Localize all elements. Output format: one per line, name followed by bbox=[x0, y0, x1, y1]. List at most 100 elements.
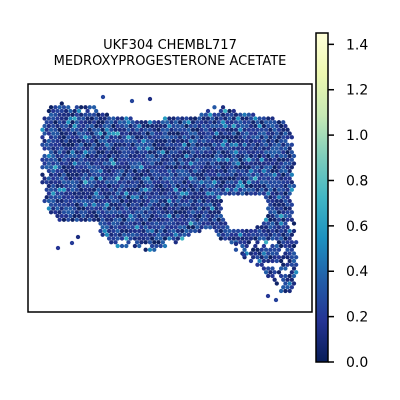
spot bbox=[76, 198, 82, 204]
spot bbox=[132, 183, 138, 189]
spot bbox=[70, 127, 75, 132]
spot bbox=[91, 172, 97, 177]
spot bbox=[270, 138, 275, 144]
spot bbox=[139, 127, 144, 132]
spot bbox=[274, 153, 279, 159]
spot bbox=[59, 131, 64, 136]
spot bbox=[59, 101, 64, 106]
colorbar-tick-label: 0.4 bbox=[346, 264, 368, 280]
spot bbox=[273, 297, 279, 303]
spot bbox=[283, 131, 288, 136]
spot bbox=[117, 142, 122, 147]
spot bbox=[192, 213, 198, 219]
spot bbox=[199, 127, 204, 132]
spot bbox=[182, 232, 187, 237]
spot bbox=[96, 187, 101, 192]
spot bbox=[201, 161, 206, 166]
spot bbox=[98, 138, 103, 144]
spot bbox=[119, 206, 125, 211]
spot bbox=[233, 112, 239, 117]
spot bbox=[278, 176, 284, 181]
spot bbox=[276, 247, 282, 252]
spot bbox=[87, 127, 92, 132]
spot bbox=[139, 142, 144, 147]
spot bbox=[195, 217, 200, 222]
spot bbox=[188, 131, 193, 136]
spot bbox=[160, 240, 166, 245]
spot bbox=[83, 210, 88, 215]
spot bbox=[137, 236, 142, 241]
spot bbox=[147, 225, 153, 230]
spot bbox=[190, 150, 196, 155]
spot bbox=[85, 206, 90, 211]
spot bbox=[72, 176, 77, 181]
spot bbox=[199, 195, 204, 200]
spot bbox=[289, 240, 294, 245]
spot bbox=[79, 142, 84, 147]
spot bbox=[257, 131, 262, 136]
spot bbox=[70, 195, 75, 200]
spot bbox=[169, 217, 174, 222]
spot bbox=[182, 127, 187, 132]
spot bbox=[126, 210, 131, 215]
spot bbox=[96, 112, 101, 117]
spot bbox=[61, 195, 67, 200]
spot bbox=[55, 245, 61, 251]
spot bbox=[158, 153, 163, 159]
spot bbox=[278, 236, 284, 241]
spot bbox=[259, 262, 264, 267]
spot bbox=[147, 127, 153, 132]
spot bbox=[276, 255, 282, 260]
spot bbox=[130, 187, 135, 192]
spot bbox=[287, 153, 292, 159]
spot bbox=[227, 146, 232, 151]
spot bbox=[276, 157, 282, 162]
spot bbox=[220, 135, 226, 140]
spot bbox=[57, 180, 62, 185]
spot bbox=[287, 288, 292, 294]
spot bbox=[192, 123, 198, 129]
spot bbox=[100, 225, 105, 230]
spot bbox=[74, 120, 79, 125]
spot bbox=[102, 206, 107, 211]
spot bbox=[104, 165, 110, 170]
spot bbox=[89, 123, 95, 129]
spot bbox=[160, 157, 166, 162]
spot bbox=[283, 138, 288, 144]
spot bbox=[283, 236, 288, 241]
spot bbox=[240, 153, 245, 159]
spot bbox=[285, 240, 290, 245]
spot bbox=[218, 213, 224, 219]
spot bbox=[212, 210, 217, 215]
spot bbox=[154, 138, 159, 144]
spot bbox=[169, 157, 174, 162]
spot bbox=[242, 187, 247, 192]
spot bbox=[192, 228, 198, 234]
spot bbox=[210, 221, 215, 226]
spot bbox=[272, 120, 277, 125]
spot bbox=[167, 213, 172, 219]
spot bbox=[167, 138, 172, 144]
spot bbox=[94, 183, 99, 189]
spot bbox=[223, 146, 228, 151]
spot bbox=[46, 146, 52, 151]
spot bbox=[132, 243, 138, 249]
spot bbox=[289, 157, 294, 162]
spot bbox=[195, 120, 200, 125]
spot bbox=[238, 180, 243, 185]
spot bbox=[98, 153, 103, 159]
spot bbox=[272, 165, 277, 170]
spot bbox=[87, 150, 92, 155]
spot bbox=[115, 243, 120, 249]
spot bbox=[214, 176, 219, 181]
spot bbox=[96, 142, 101, 147]
spot bbox=[188, 138, 193, 144]
spot bbox=[147, 195, 153, 200]
spot bbox=[46, 206, 52, 211]
spot bbox=[55, 198, 60, 204]
spot bbox=[270, 116, 275, 121]
spot bbox=[128, 168, 133, 174]
spot bbox=[70, 187, 75, 192]
spot bbox=[257, 146, 262, 151]
spot bbox=[46, 116, 52, 121]
